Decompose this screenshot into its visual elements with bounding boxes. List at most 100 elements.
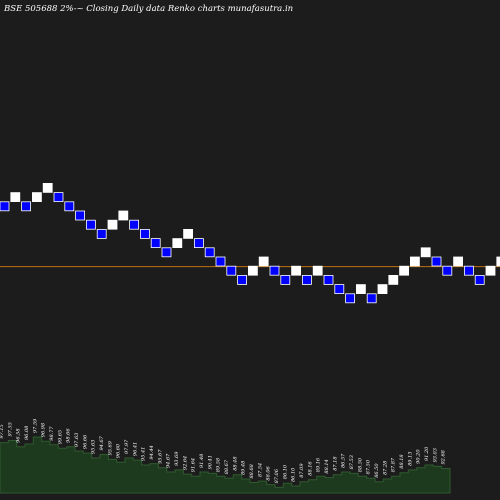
volume-value-label: 88.67 [224,459,230,474]
renko-brick-down [442,265,453,276]
volume-value-label: 97.59 [32,418,38,433]
volume-value-label: 86.50 [374,463,380,478]
renko-brick-up [291,265,302,276]
volume-value-label: 95.67 [157,449,163,464]
volume-value-label: 87.28 [382,461,388,475]
volume-value-label: 96.60 [116,443,122,458]
renko-brick-down [269,265,280,276]
volume-value-label: 92.64 [182,456,188,470]
volume-value-label: 88.16 [307,461,313,476]
renko-brick-up [420,247,431,258]
renko-brick-down [280,274,291,285]
renko-brick-down [139,228,150,239]
volume-value-label: 88.68 [249,464,255,478]
volume-value-label: 89.48 [241,461,247,475]
volume-value-label: 86.10 [282,464,288,479]
volume-value-label: 89.13 [407,452,413,466]
renko-brick-down [474,274,485,285]
renko-brick-up [355,284,366,295]
volume-value-label: 88.14 [324,459,330,473]
volume-value-label: 93.69 [174,451,180,466]
volume-value-label: 96.58 [16,428,22,442]
volume-value-label: 96.08 [24,426,30,440]
volume-value-label: 87.50 [366,459,372,474]
renko-brick-up [258,256,269,267]
renko-brick-down [463,265,474,276]
volume-area-path [0,436,451,494]
volume-value-label: 97.55 [7,422,13,436]
renko-brick-down [161,247,172,258]
volume-value-label: 93.03 [432,448,438,462]
volume-value-label: 95.63 [91,440,97,454]
chart-title: BSE 505688 2%-~ Closing Daily data Renko… [3,4,293,14]
renko-brick-down [323,274,334,285]
volume-value-label: 97.15 [0,424,5,438]
renko-brick-down [301,274,312,285]
renko-brick-down [226,265,237,276]
renko-brick-down [96,228,107,239]
volume-value-label: 89.58 [216,458,222,472]
renko-brick-down [0,201,10,212]
volume-value-label: 86.57 [341,453,347,468]
renko-brick-up [32,192,42,203]
volume-area [0,436,451,494]
volume-value-label: 94.67 [99,435,105,450]
renko-brick-up [453,256,464,267]
volume-value-label: 98.77 [49,426,55,441]
renko-brick-up [107,219,118,230]
renko-brick-down [204,247,215,258]
volume-value-label: 96.66 [82,434,88,449]
volume-value-label: 94.67 [166,453,172,468]
volume-value-label: 95.41 [141,447,147,461]
volume-value-label: 96.98 [41,423,47,437]
renko-brick-down [334,284,345,295]
volume-value-label: 91.20 [424,446,430,461]
renko-brick-up [409,256,420,267]
renko-brick-up [496,256,500,267]
volume-value-label: 87.53 [349,455,355,469]
renko-brick-up [247,265,258,276]
volume-value-label: 87.06 [274,468,280,483]
renko-brick-down [129,219,140,230]
volume-value-label: 94.44 [149,445,155,459]
renko-brick-up [485,265,496,276]
renko-brick-down [75,210,85,221]
renko-brick-up [183,228,194,239]
renko-brick-down [193,238,204,249]
volume-value-label: 91.64 [191,458,197,472]
volume-value-label: 87.54 [257,463,263,477]
renko-brick-up [118,210,129,221]
renko-brick-down [215,256,226,267]
renko-brick-up [42,182,53,193]
volume-value-label: 99.65 [57,430,63,444]
renko-brick-down [21,201,32,212]
renko-brick-down [86,219,96,230]
volume-value-label: 88.18 [399,454,405,468]
volume-value-label: 87.18 [332,456,338,470]
volume-value-label: 89.16 [316,457,322,472]
renko-brick-up [10,192,21,203]
renko-brick-down [64,201,75,212]
renko-brick-down [237,274,248,285]
volume-value-label: 90.20 [416,449,422,464]
volume-value-label: 97.97 [124,439,130,454]
renko-brick-up [399,265,410,276]
renko-brick-down [53,192,64,203]
renko-brick-up [377,284,388,295]
renko-brick-down [345,293,356,304]
volume-value-label: 87.09 [299,463,305,478]
renko-brick-down [366,293,377,304]
volume-value-label: 86.10 [291,467,297,482]
volume-value-label: 96.41 [132,442,138,456]
volume-value-label: 95.69 [107,440,113,455]
volume-value-label: 91.48 [199,454,205,468]
renko-brick-down [150,238,161,249]
volume-value-label: 92.68 [441,450,447,464]
volume-value-label: 88.48 [232,456,238,470]
renko-brick-down [431,256,442,267]
volume-value-label: 97.63 [74,433,80,447]
volume-value-label: 98.66 [66,428,72,443]
volume-value-label: 88.50 [357,457,363,472]
volume-value-label: 88.06 [266,465,272,480]
